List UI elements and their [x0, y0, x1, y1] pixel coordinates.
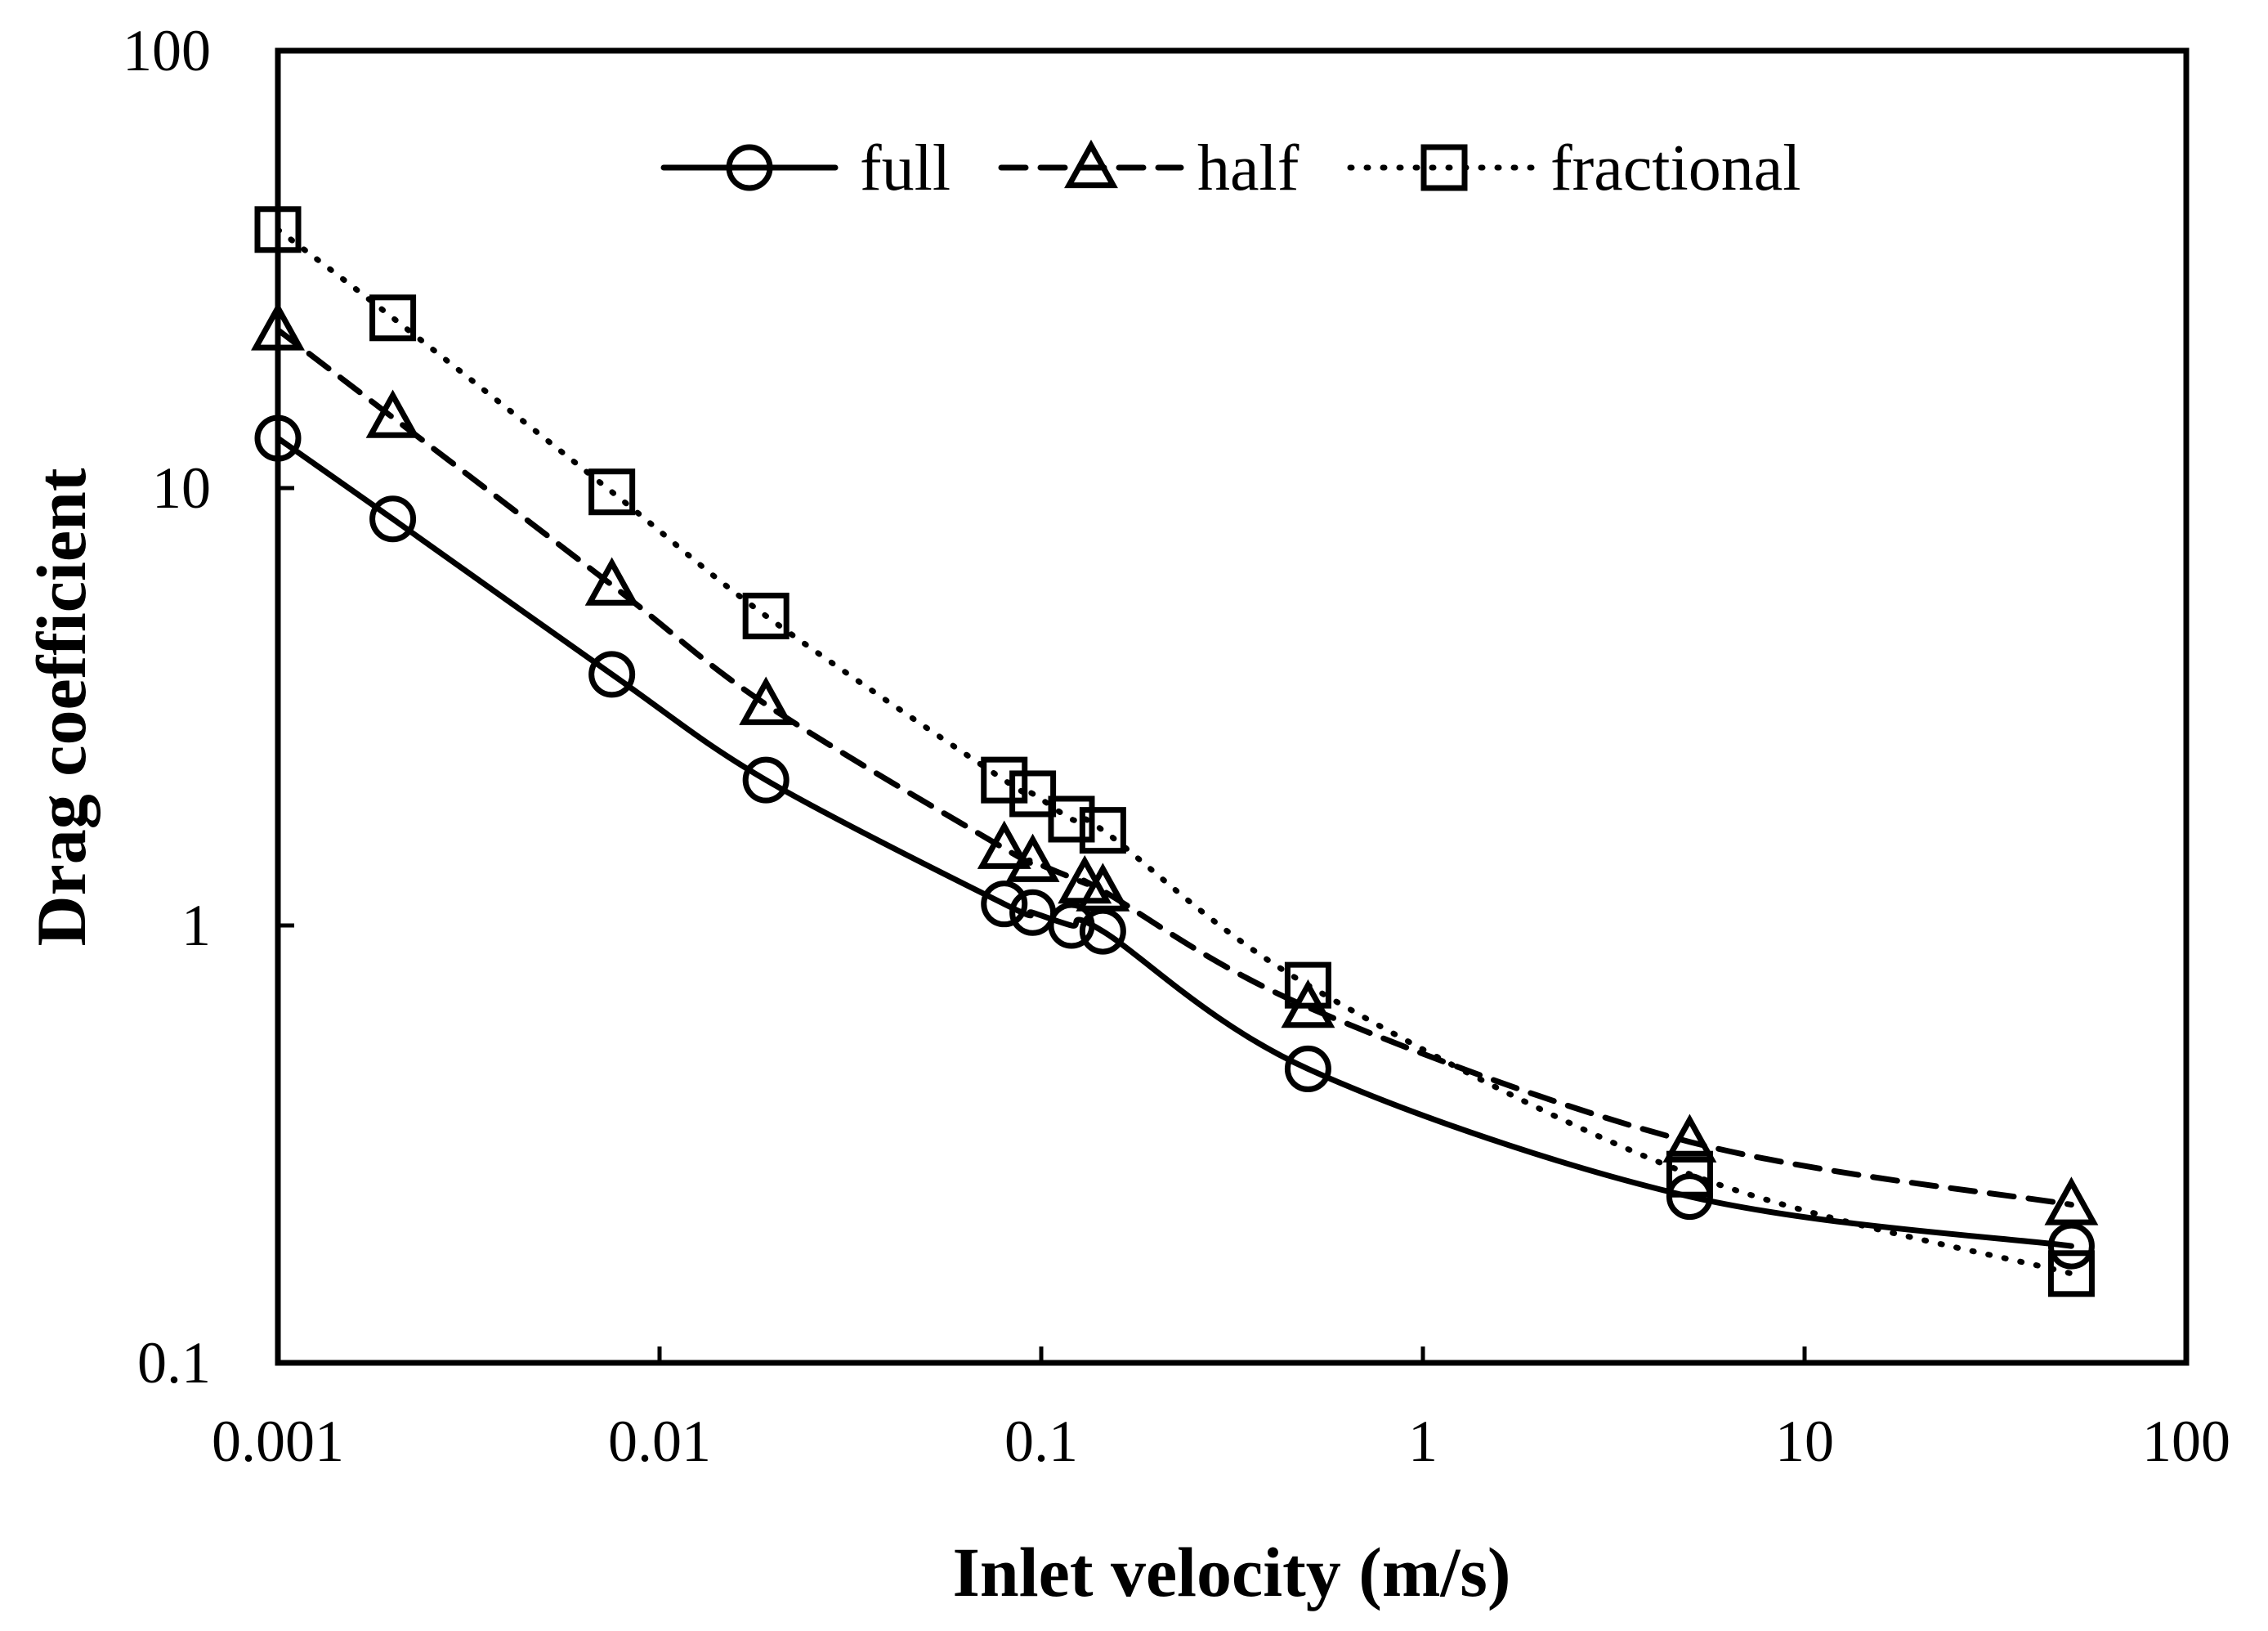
x-tick-label: 0.01: [608, 1409, 711, 1474]
data-point-fractional: [1666, 1150, 1713, 1198]
data-point-half: [2044, 1176, 2099, 1225]
x-tick-label: 100: [2142, 1409, 2230, 1474]
legend-item-fractional: fractional: [1347, 132, 1801, 204]
data-point-half: [1005, 833, 1060, 882]
data-point-full: [2047, 1222, 2095, 1270]
data-point-half: [1662, 1113, 1717, 1163]
data-point-fractional: [1079, 807, 1126, 854]
data-point-fractional: [588, 468, 636, 516]
data-point-fractional: [1284, 961, 1331, 1009]
data-point-full: [981, 880, 1028, 928]
x-tick-label: 0.1: [1004, 1409, 1078, 1474]
plot-frame: [275, 47, 2190, 1366]
data-point-fractional: [742, 592, 790, 639]
legend-marker-full: [726, 144, 773, 191]
series-group: [251, 206, 2099, 1297]
legend-item-full: full: [660, 132, 951, 204]
data-point-full: [369, 495, 417, 543]
ticks-group: 0.001 0.01 0.1 1 10 100 0.1 1 10 100: [123, 18, 2230, 1474]
x-tick-label: 0.001: [212, 1409, 344, 1474]
legend-marker-fractional: [1420, 144, 1468, 191]
legend-label-full: full: [860, 132, 951, 204]
data-point-half: [1076, 863, 1130, 912]
data-point-full: [1284, 1045, 1331, 1092]
x-axis-title: Inlet velocity (m/s): [952, 1533, 1510, 1611]
data-point-full: [588, 651, 636, 698]
series-fractional: [254, 206, 2095, 1297]
x-tick-label: 10: [1775, 1409, 1834, 1474]
series-line-fractional: [275, 226, 2074, 1277]
data-point-half: [365, 389, 420, 438]
data-point-half: [739, 676, 794, 725]
legend-item-half: half: [998, 132, 1300, 204]
x-tick-label: 1: [1408, 1409, 1438, 1474]
legend-marker-half: [1064, 139, 1118, 189]
data-point-fractional: [1048, 795, 1095, 843]
legend-label-half: half: [1197, 132, 1300, 204]
data-point-half: [584, 557, 639, 606]
y-tick-label: 10: [152, 455, 211, 521]
data-point-fractional: [2047, 1250, 2095, 1297]
data-point-half: [977, 820, 1031, 869]
legend-label-fractional: fractional: [1550, 132, 1801, 204]
series-full: [254, 414, 2095, 1270]
y-tick-label: 100: [123, 18, 211, 83]
data-point-fractional: [981, 756, 1028, 804]
data-point-full: [1048, 902, 1095, 949]
y-axis-title: Drag coefficient: [22, 468, 101, 946]
data-point-fractional: [1009, 770, 1057, 818]
series-line-full: [275, 435, 2074, 1249]
data-point-fractional: [369, 294, 417, 342]
y-tick-label: 0.1: [137, 1330, 211, 1396]
y-tick-label: 1: [181, 893, 211, 958]
data-point-full: [742, 756, 790, 804]
legend: full half fractional: [660, 132, 1801, 204]
